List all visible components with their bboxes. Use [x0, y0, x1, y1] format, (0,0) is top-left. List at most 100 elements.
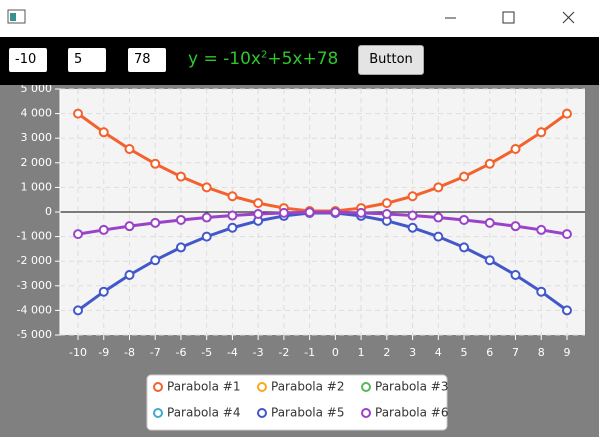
point: [150, 158, 161, 169]
point: [278, 207, 289, 218]
app-icon-fill: [10, 13, 16, 21]
x-tick-label: -8: [124, 346, 135, 359]
legend-items: Parabola #1 Parabola #2 Parabola #3 Parabol…: [153, 380, 449, 420]
eq-part: +5x+78: [267, 49, 339, 69]
point: [459, 171, 470, 182]
point: [536, 224, 547, 235]
point: [73, 108, 84, 119]
point: [407, 191, 418, 202]
y-tick-label: 2 000: [21, 156, 53, 169]
point: [124, 221, 135, 232]
title-icons: [7, 9, 575, 24]
x-tick-label: -9: [98, 346, 109, 359]
chart: -5 000 -4 000 -3 000 -2 000 -1 000 0 1 000 2 00…: [17, 85, 585, 431]
eq-part: y = -10x: [188, 49, 261, 69]
app-icon: [7, 9, 26, 24]
text-field[interactable]: 5: [68, 48, 106, 72]
point: [124, 269, 135, 280]
point: [381, 198, 392, 209]
legend-label: Parabola #5: [271, 406, 345, 420]
point: [253, 208, 264, 219]
x-tick-label: 2: [383, 346, 390, 359]
point: [175, 171, 186, 182]
legend-label: Parabola #4: [167, 406, 241, 420]
point: [536, 286, 547, 297]
legend: [146, 374, 448, 431]
x-tick-label: -5: [201, 346, 212, 359]
x-tick-label: 5: [461, 346, 468, 359]
x-tick-label: 0: [332, 346, 339, 359]
x-tick-label: 8: [538, 346, 545, 359]
point: [175, 242, 186, 253]
y-tick-label: -1 000: [17, 230, 52, 243]
point: [253, 198, 264, 209]
x-tick-label: 6: [486, 346, 493, 359]
legend-label: Parabola #2: [271, 380, 345, 394]
point: [459, 214, 470, 225]
point: [484, 255, 495, 266]
title-bar: [0, 0, 599, 37]
y-tick-label: 3 000: [21, 131, 53, 144]
x-tick-label: 3: [409, 346, 416, 359]
button[interactable]: Button: [358, 45, 424, 75]
point: [98, 224, 109, 235]
y-tick-label: 0: [45, 205, 52, 218]
point: [201, 182, 212, 193]
point: [330, 207, 341, 218]
y-tick-label: -4 000: [17, 303, 52, 316]
point: [510, 221, 521, 232]
point: [407, 222, 418, 233]
eq-sup: 2: [260, 49, 268, 61]
point: [433, 231, 444, 242]
point: [304, 207, 315, 218]
y-tick-label: 5 000: [21, 85, 53, 95]
legend-symbol: [257, 382, 267, 392]
point: [433, 212, 444, 223]
x-tick-label: -10: [69, 346, 87, 359]
point: [73, 305, 84, 316]
legend-label: Parabola #6: [375, 406, 449, 420]
legend-symbol: [153, 382, 163, 392]
point: [459, 242, 470, 253]
y-tick-label: 4 000: [21, 107, 53, 120]
point: [381, 208, 392, 219]
point: [150, 255, 161, 266]
maximize[interactable]: [502, 11, 515, 24]
toolbar: -10 5 78 y = -10x2+5x+78 Button: [0, 37, 599, 85]
x-tick-label: 9: [563, 346, 570, 359]
point: [536, 127, 547, 138]
point: [484, 217, 495, 228]
equation: y = -10x2+5x+78: [188, 49, 338, 69]
point: [175, 214, 186, 225]
point: [561, 108, 572, 119]
point: [150, 217, 161, 228]
point: [98, 286, 109, 297]
y-tick-label: -3 000: [17, 279, 52, 292]
legend-symbol: [361, 408, 371, 418]
x-tick-label: -7: [150, 346, 161, 359]
x-tick-label: -1: [304, 346, 315, 359]
legend-label: Parabola #1: [167, 380, 241, 394]
text-field[interactable]: -10: [9, 48, 47, 72]
point: [561, 305, 572, 316]
x-tick-label: 7: [512, 346, 519, 359]
y-tick-label: 1 000: [21, 180, 53, 193]
x-tick-label: 4: [435, 346, 442, 359]
text-field[interactable]: 78: [128, 48, 166, 72]
point: [227, 222, 238, 233]
point: [561, 229, 572, 240]
x-tick-label: -2: [278, 346, 289, 359]
point: [98, 127, 109, 138]
point: [124, 144, 135, 155]
point: [510, 144, 521, 155]
point: [484, 158, 495, 169]
y-tick-label: -2 000: [17, 254, 52, 267]
legend-symbol: [257, 408, 267, 418]
y-tick-label: -5 000: [17, 328, 52, 341]
close[interactable]: [562, 11, 575, 24]
x-tick-label: -3: [253, 346, 264, 359]
point: [407, 210, 418, 221]
x-tick-label: 1: [358, 346, 365, 359]
legend-symbol: [153, 408, 163, 418]
